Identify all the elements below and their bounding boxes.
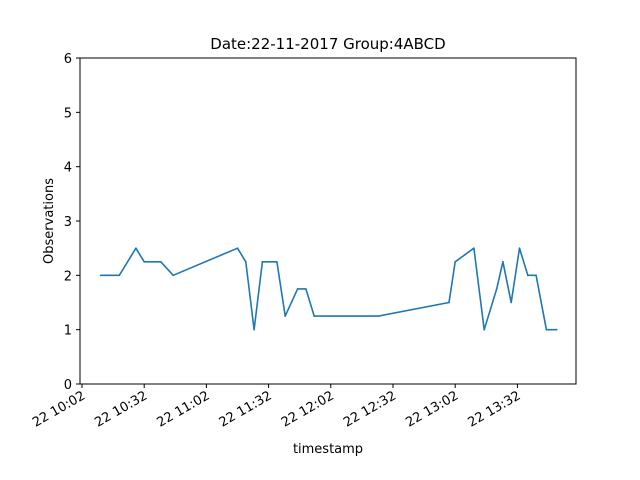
data-point — [296, 288, 299, 290]
y-axis: 0 1 2 3 4 5 6 — [64, 52, 80, 393]
data-point — [172, 274, 174, 277]
data-point — [448, 301, 450, 304]
data-point — [245, 261, 247, 263]
data-point — [535, 274, 537, 277]
data-point — [253, 328, 255, 331]
data-point — [261, 261, 264, 263]
y-tick-label: 1 — [64, 324, 72, 339]
y-tick-label: 5 — [64, 106, 72, 121]
data-point — [473, 247, 475, 249]
y-tick-label: 3 — [64, 215, 72, 230]
y-tick-label: 2 — [64, 269, 72, 284]
data-point — [527, 274, 529, 277]
data-point — [483, 328, 486, 331]
data-point — [236, 247, 239, 249]
chart-title: Date:22-11-2017 Group:4ABCD — [210, 35, 445, 53]
data-point — [118, 274, 121, 277]
plot-area — [99, 247, 558, 331]
data-point — [276, 261, 278, 263]
data-point — [502, 261, 504, 263]
data-point — [510, 301, 512, 304]
data-point — [135, 247, 137, 249]
y-tick-label: 4 — [64, 161, 72, 176]
data-point — [305, 288, 307, 290]
data-point — [99, 274, 102, 277]
data-point — [284, 315, 287, 317]
x-axis-label: timestamp — [293, 442, 363, 457]
data-point — [313, 315, 316, 317]
data-point — [556, 328, 558, 331]
y-tick-label: 6 — [64, 52, 72, 67]
data-point — [518, 247, 521, 249]
series-line-0 — [100, 247, 557, 331]
data-point — [495, 288, 498, 290]
data-point — [143, 261, 145, 263]
data-point — [545, 328, 548, 331]
y-axis-label: Observations — [42, 178, 57, 264]
data-point — [160, 261, 162, 263]
y-tick-label: 0 — [64, 378, 72, 393]
data-point — [454, 261, 457, 263]
data-point — [377, 315, 380, 317]
